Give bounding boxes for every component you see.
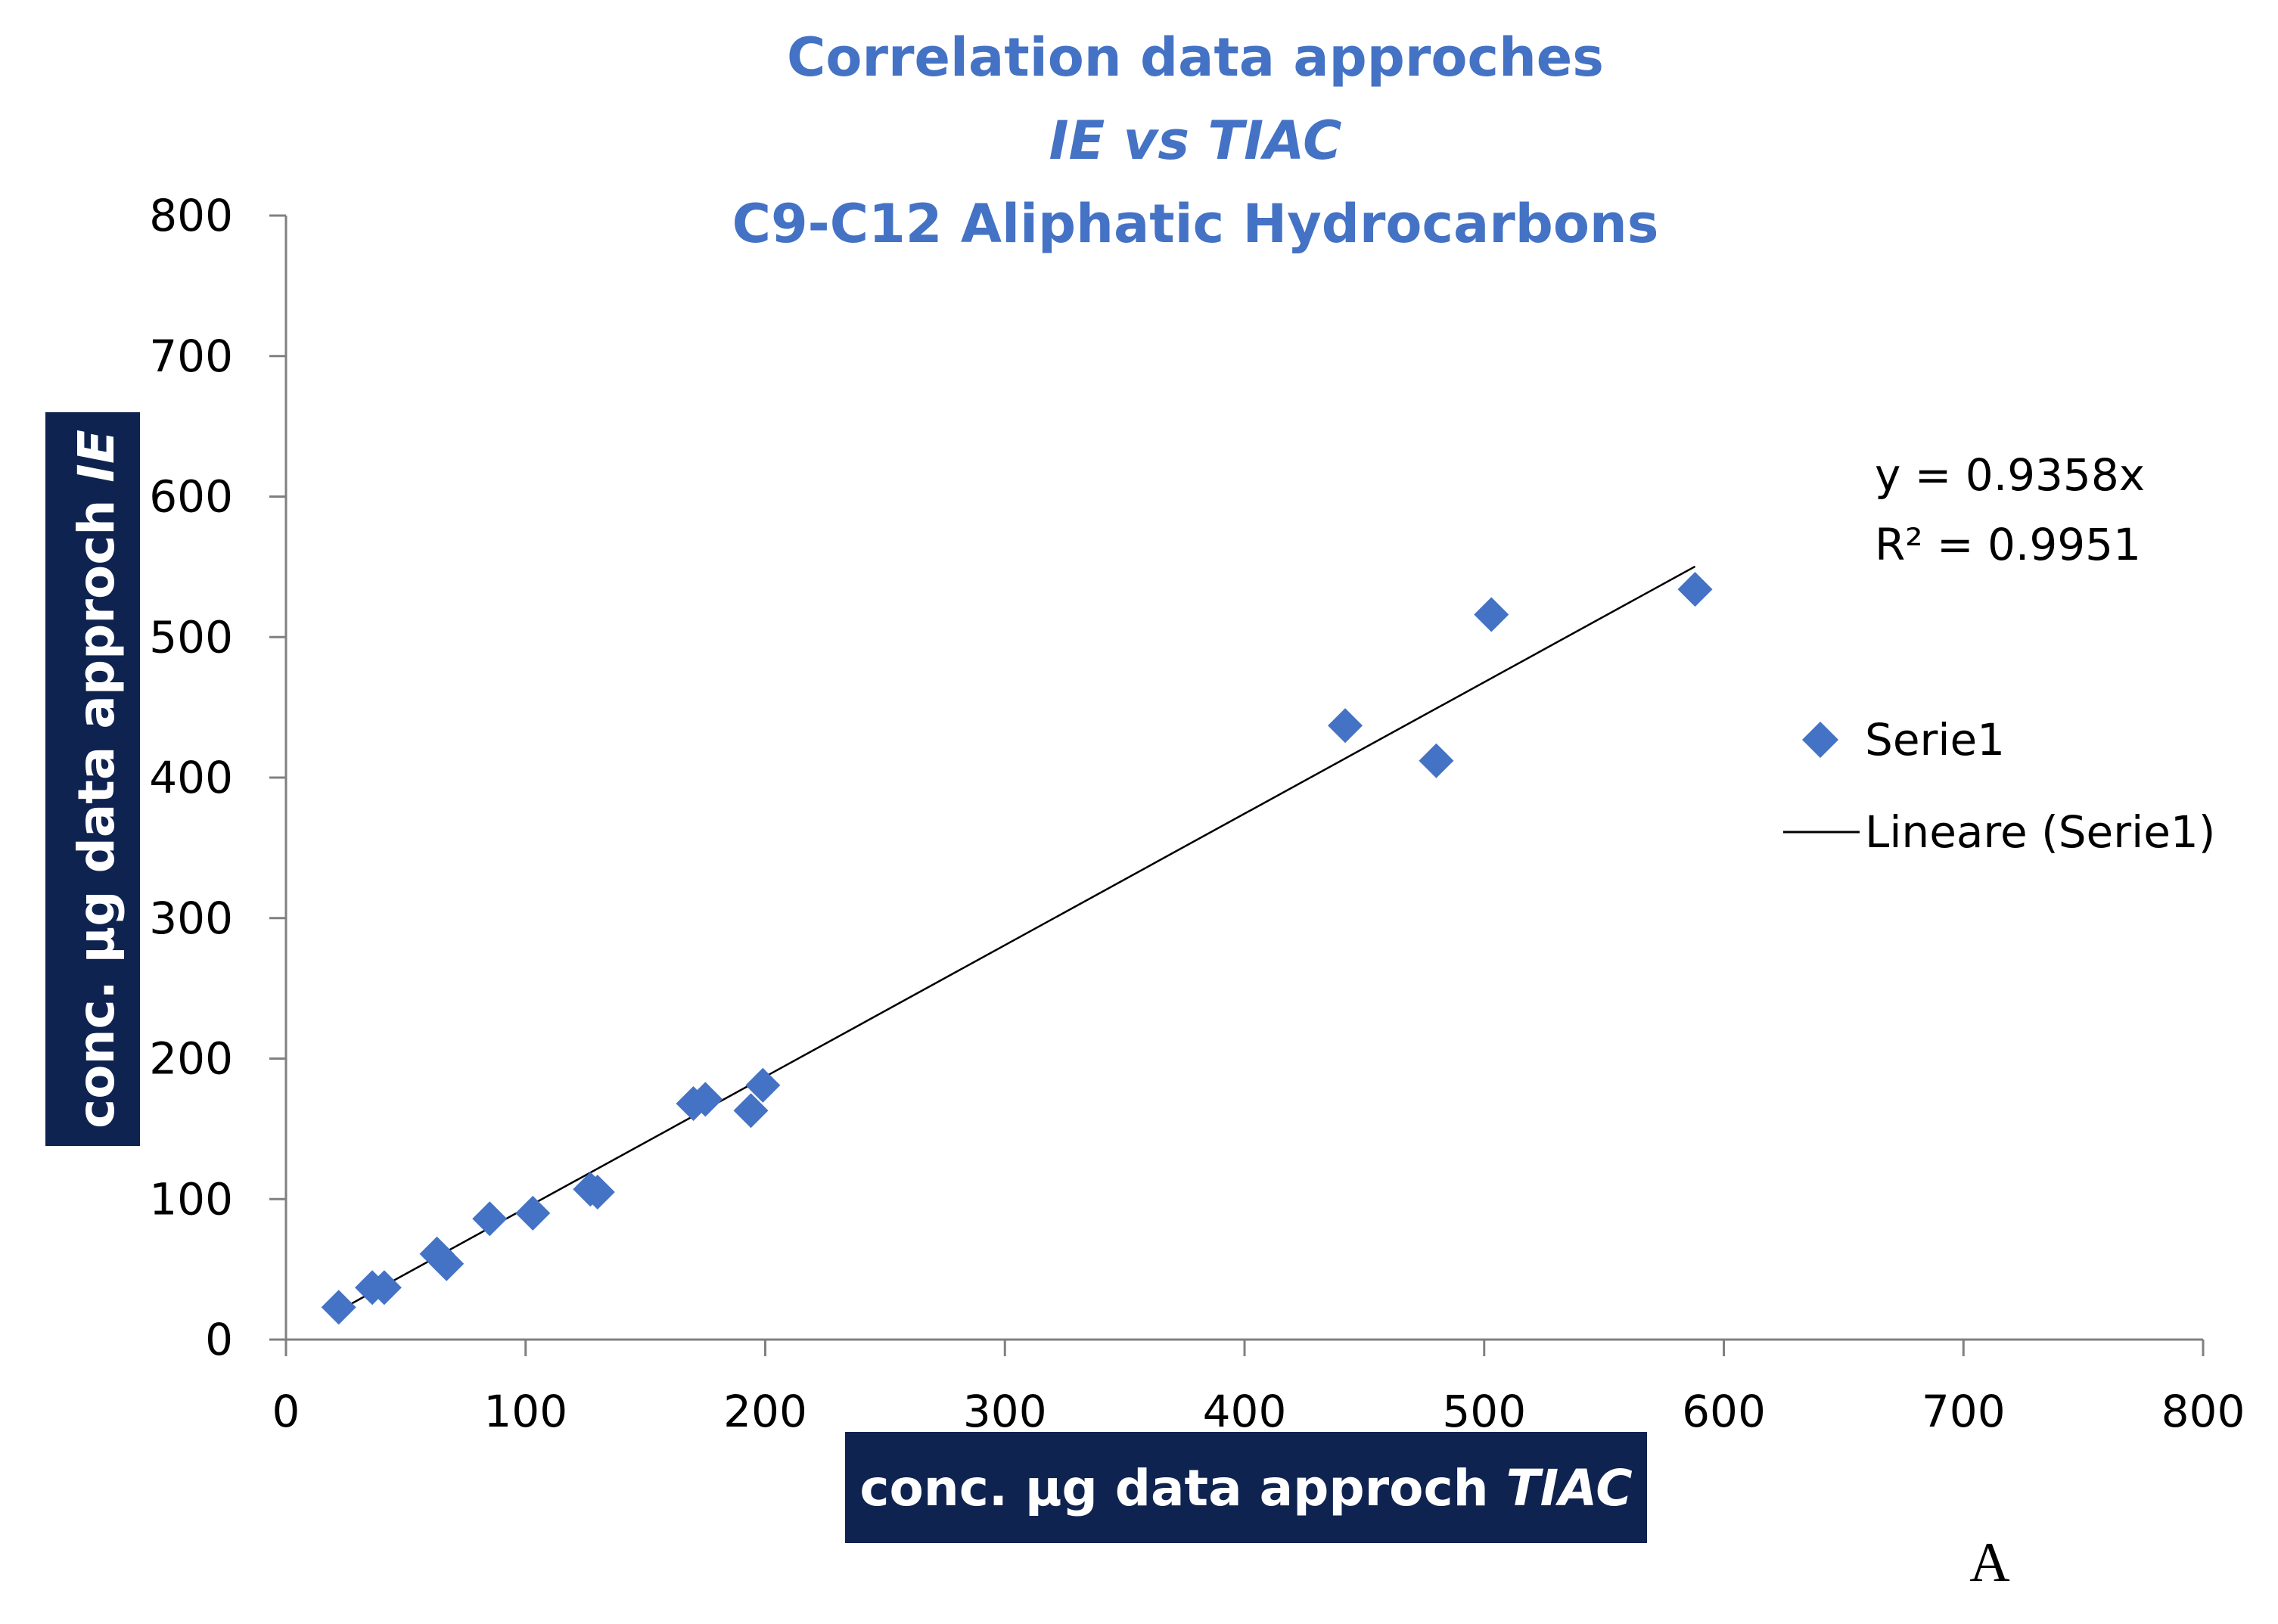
data-point [733,1093,769,1129]
x-tick-label: 200 [723,1386,807,1437]
legend-entry-trendline: Lineare (Serie1) [1865,806,2215,858]
chart-title-line-1: Correlation data approches [787,26,1604,88]
x-tick-label: 600 [1682,1386,1766,1437]
data-point [1328,708,1363,744]
panel-label: A [1969,1532,2009,1594]
data-point [321,1290,356,1325]
x-tick-label: 100 [483,1386,567,1437]
x-axis-label-prefix: conc. µg data approch [859,1459,1506,1517]
x-axis-label: conc. µg data approch TIAC [845,1432,1647,1543]
y-tick-label: 200 [149,1033,233,1085]
series-serie1 [321,572,1713,1325]
x-tick-label: 500 [1442,1386,1526,1437]
y-axis-label-text: conc. µg data approch IE [67,430,126,1129]
legend: Serie1 Lineare (Serie1) [1783,714,2215,858]
y-tick-label: 700 [149,331,233,382]
x-tick-label: 800 [2161,1386,2245,1437]
x-tick-label: 300 [963,1386,1047,1437]
y-axis-label-prefix: conc. µg data approch [67,483,126,1129]
x-axis-label-box [845,1432,1647,1543]
trendline-serie1 [338,565,1696,1312]
data-point [688,1082,723,1117]
trendline-equation-text: y = 0.9358x [1875,449,2145,501]
x-tick-label: 0 [272,1386,300,1437]
chart-title: Correlation data approches IE vs TIAC C9… [732,26,1659,255]
y-axis-label-emph: IE [67,430,126,483]
data-point [1474,597,1509,632]
y-tick-label: 0 [205,1314,233,1365]
y-axis-label-box [45,412,140,1146]
legend-entry-serie1: Serie1 [1865,714,2005,765]
y-axis-label: conc. µg data approch IE [45,412,140,1146]
legend-marker-diamond [1802,722,1838,758]
y-tick-label: 800 [149,190,233,241]
y-tick-label: 400 [149,752,233,803]
y-tick-label: 600 [149,471,233,523]
data-point [429,1246,465,1281]
x-axis-label-emph: TIAC [1506,1459,1633,1517]
x-axis-label-text: conc. µg data approch TIAC [859,1459,1632,1517]
data-point [472,1201,508,1237]
y-axis-ticks: 0 100 200 300 400 500 600 700 800 [149,190,286,1365]
data-point [745,1067,781,1103]
x-tick-label: 400 [1203,1386,1287,1437]
data-point [580,1174,615,1209]
data-point [366,1270,402,1306]
data-point [515,1195,551,1231]
axes [284,216,2203,1341]
data-point [1419,743,1454,778]
chart-title-line-2: IE vs TIAC [1049,110,1341,172]
trendline-r2-text: R² = 0.9951 [1875,519,2141,570]
chart-title-line-3: C9-C12 Aliphatic Hydrocarbons [732,193,1659,255]
y-tick-label: 100 [149,1173,233,1225]
y-tick-label: 300 [149,893,233,944]
x-tick-label: 700 [1922,1386,2006,1437]
x-axis-ticks: 0 100 200 300 400 500 600 700 800 [272,1340,2245,1437]
y-tick-label: 500 [149,611,233,663]
data-point [1677,572,1713,607]
trendline-equation: y = 0.9358x R² = 0.9951 [1875,449,2145,570]
